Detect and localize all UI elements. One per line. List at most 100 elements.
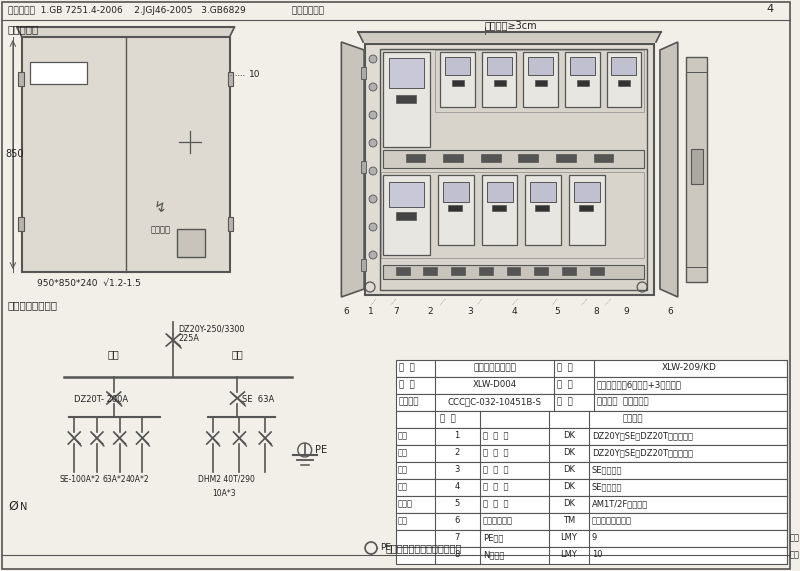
Text: 950*850*240  √1.2-1.5: 950*850*240 √1.2-1.5 (37, 279, 141, 288)
Text: 校核: 校核 (398, 465, 408, 474)
Text: 图  号: 图 号 (398, 380, 414, 389)
Circle shape (369, 251, 377, 259)
Bar (443, 154, 463, 162)
Circle shape (369, 111, 377, 119)
Circle shape (369, 223, 377, 231)
Bar (440, 52, 475, 107)
Bar (381, 172, 644, 258)
Text: DZ20Y-250/3300: DZ20Y-250/3300 (178, 324, 245, 333)
Bar (365, 44, 654, 295)
Text: 审核: 审核 (398, 482, 408, 491)
Text: 有电危险: 有电危险 (150, 225, 170, 234)
Bar (594, 154, 614, 162)
Bar (396, 394, 786, 411)
Text: SE透明系列: SE透明系列 (592, 465, 622, 474)
Text: 3: 3 (467, 307, 473, 316)
Text: 225A: 225A (178, 334, 199, 343)
Text: DHM2 40T/290: DHM2 40T/290 (198, 475, 254, 484)
Text: 螺旋加圈管接: 螺旋加圈管接 (483, 516, 513, 525)
Bar (534, 267, 548, 275)
Bar (383, 265, 644, 279)
Text: DK: DK (563, 499, 575, 508)
Bar (396, 360, 786, 377)
Bar (618, 80, 630, 86)
Text: 5: 5 (454, 499, 460, 508)
Text: 哈尔滨市龙瑞电气成套设备厂: 哈尔滨市龙瑞电气成套设备厂 (386, 543, 462, 553)
Text: 1: 1 (454, 431, 460, 440)
Bar (570, 57, 594, 75)
Text: DK: DK (563, 448, 575, 457)
Text: 2: 2 (454, 448, 460, 457)
Text: 序  号: 序 号 (440, 414, 456, 423)
Bar (396, 428, 786, 445)
Text: 5: 5 (554, 307, 560, 316)
Bar (406, 154, 426, 162)
Bar (423, 267, 438, 275)
Circle shape (692, 194, 702, 204)
Bar (686, 57, 707, 282)
Bar (396, 411, 786, 428)
Text: SE-100A*2: SE-100A*2 (59, 475, 100, 484)
Text: 名  称: 名 称 (398, 363, 414, 372)
Text: 9: 9 (592, 533, 597, 542)
Bar (389, 182, 425, 207)
Bar (446, 57, 470, 75)
Text: 总装配图：: 总装配图： (8, 24, 39, 34)
Text: SE透明系列: SE透明系列 (592, 482, 622, 491)
Text: DK: DK (563, 431, 575, 440)
Bar (481, 154, 501, 162)
Text: PE端子: PE端子 (483, 533, 503, 542)
Bar (535, 80, 547, 86)
Text: PE: PE (380, 543, 391, 552)
Text: 标牌: 标牌 (790, 550, 799, 559)
Text: 7: 7 (454, 533, 460, 542)
Bar (396, 547, 786, 564)
Text: 9: 9 (623, 307, 629, 316)
Polygon shape (342, 42, 364, 297)
Bar (438, 175, 474, 245)
Text: 3: 3 (454, 465, 460, 474)
Bar (435, 50, 644, 112)
Bar (177, 229, 205, 257)
Bar (18, 72, 24, 86)
Bar (383, 150, 644, 168)
Bar (526, 175, 561, 245)
Bar (396, 496, 786, 513)
Text: 10A*3: 10A*3 (212, 489, 235, 498)
Circle shape (369, 55, 377, 63)
Text: N线端子: N线端子 (483, 550, 504, 559)
Text: LMY: LMY (561, 533, 578, 542)
Bar (361, 259, 366, 271)
Text: 规  格: 规 格 (557, 380, 573, 389)
Text: 断  路  器: 断 路 器 (483, 482, 508, 491)
Circle shape (369, 139, 377, 147)
Circle shape (369, 83, 377, 91)
Text: DZ20T- 200A: DZ20T- 200A (74, 395, 128, 404)
Bar (487, 182, 513, 202)
Text: 照明: 照明 (231, 349, 243, 359)
Text: N: N (20, 502, 27, 512)
Bar (611, 57, 636, 75)
Bar (380, 49, 647, 290)
Bar (361, 67, 366, 79)
Bar (574, 182, 599, 202)
Text: 用  途: 用 途 (557, 397, 573, 406)
Bar (482, 52, 517, 107)
Bar (396, 479, 786, 496)
Bar (479, 267, 493, 275)
Bar (383, 175, 430, 255)
Bar (506, 267, 521, 275)
Text: 2: 2 (427, 307, 434, 316)
Bar (535, 205, 549, 211)
Text: 线夹: 线夹 (790, 533, 799, 542)
Text: CCC：C-032-10451B-S: CCC：C-032-10451B-S (448, 397, 542, 406)
Bar (451, 267, 465, 275)
Text: 主要配件: 主要配件 (623, 414, 643, 423)
Bar (396, 377, 786, 394)
Text: 型  号: 型 号 (557, 363, 573, 372)
Text: PE: PE (314, 445, 326, 455)
Text: ↯: ↯ (154, 199, 166, 215)
Text: SE  63A: SE 63A (242, 395, 274, 404)
Bar (569, 175, 605, 245)
Text: DK: DK (563, 465, 575, 474)
